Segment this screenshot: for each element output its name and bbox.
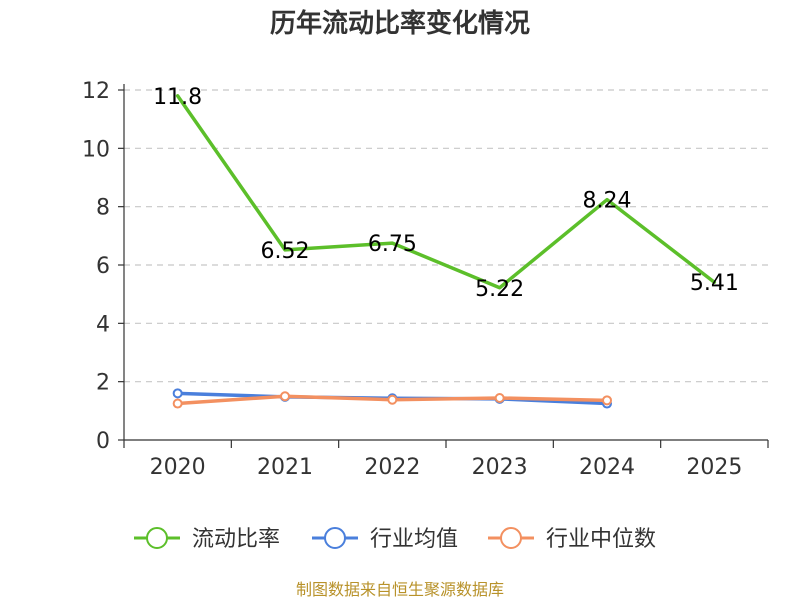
series-line-0 [175,94,717,290]
legend-label-1: 行业均值 [370,527,458,552]
x-tick-label-2023: 2023 [472,455,528,480]
series-2-point-1 [280,391,290,402]
data-label-2023: 5.22 [475,277,524,302]
legend-item-0[interactable]: 流动比率 [134,527,280,552]
grid-lines [124,89,768,383]
series-2-point-4 [602,395,612,406]
legend-marker-0 [146,527,168,549]
legend[interactable]: 流动比率 行业均值 行业中位数 [134,527,656,552]
series-group [172,94,717,409]
legend-label-0: 流动比率 [192,527,280,552]
legend-marker-2 [500,527,522,549]
data-label-2021: 6.52 [261,239,310,264]
y-tick-label-0: 0 [96,429,110,454]
series-2-point-0 [172,398,183,409]
legend-item-2[interactable]: 行业中位数 [488,527,656,552]
y-tick-label-12: 12 [82,79,110,104]
data-labels: 11.8 6.52 6.75 5.22 8.24 5.41 [153,85,739,302]
x-tick-label-2020: 2020 [150,455,206,480]
series-2-point-2 [387,394,398,405]
axes: 0 2 4 6 8 10 12 2020 2021 2022 2023 2024 2025 [82,79,769,480]
y-tick-label-4: 4 [96,312,110,337]
y-tick-label-8: 8 [96,196,110,221]
data-label-2025: 5.41 [690,271,739,296]
series-2-point-3 [494,393,505,403]
y-tick-label-2: 2 [96,371,110,396]
data-label-2022: 6.75 [368,232,417,257]
source-note: 制图数据来自恒生聚源数据库 [296,580,504,599]
legend-label-2: 行业中位数 [546,527,656,552]
x-tick-label-2024: 2024 [579,455,635,480]
series-1-point-0 [172,388,183,399]
legend-marker-1 [324,527,346,549]
x-tick-label-2025: 2025 [686,455,742,480]
chart-title: 历年流动比率变化情况 [270,8,530,39]
data-label-2024: 8.24 [583,189,632,214]
x-tick-label-2022: 2022 [364,455,420,480]
y-tick-label-6: 6 [96,254,110,279]
y-tick-label-10: 10 [82,137,110,162]
legend-item-1[interactable]: 行业均值 [312,527,458,552]
data-label-2020: 11.8 [153,85,202,110]
x-tick-label-2021: 2021 [257,455,313,480]
